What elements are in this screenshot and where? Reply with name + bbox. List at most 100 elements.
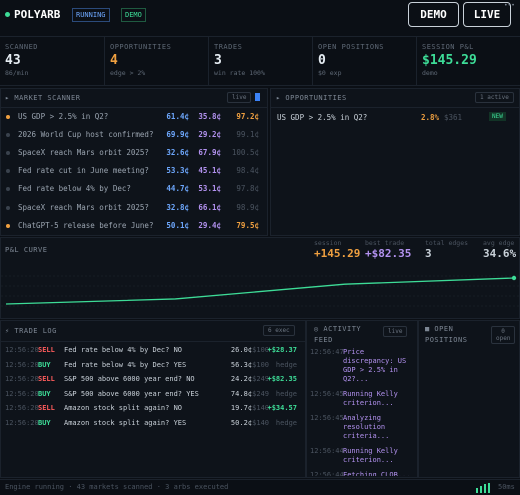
footer: [0, 479, 520, 495]
feed-text: Fetching CLOB...: [343, 471, 411, 476]
stat-cell: OPEN POSITIONS 0 $0 exp: [312, 37, 416, 85]
feed-entry: 12:56:44 Fetching CLOB...: [310, 471, 416, 476]
time: 12:56:20: [5, 404, 39, 412]
status-dot: [5, 12, 10, 17]
scanner-row: 2026 World Cup host confirmed? 69.9¢ 29.2¢…: [1, 126, 267, 144]
flag-dot: [6, 115, 10, 119]
sum-price: 98.9¢: [236, 202, 259, 212]
stat-sub: win rate 100%: [214, 69, 265, 77]
amount: $100: [252, 346, 269, 354]
trade-row: 12:56:20 BUY Fed rate below 4% by Dec? YES…: [1, 358, 305, 372]
yes-price: 61.4¢: [166, 112, 189, 121]
scanner-rows: US GDP > 2.5% in Q2? 61.4¢ 35.8¢ 97.2¢ 2026 …: [1, 108, 267, 236]
scanner-row: ChatGPT-5 release before June? 50.1¢ 29.4¢…: [1, 217, 267, 235]
no-price: 29.2¢: [198, 130, 221, 140]
feed-time: 12:56:47: [310, 348, 344, 356]
no-price: 29.4¢: [198, 220, 221, 230]
stat-cell: TRADES 3 win rate 100%: [208, 37, 312, 85]
market: S&P 500 above 6000 year end? NO: [64, 375, 195, 383]
trade-rows: 12:56:20 SELL Fed rate below 4% by Dec? NO…: [1, 343, 305, 473]
stat-cell: SCANNED 43 86/min: [0, 37, 104, 85]
side: BUY: [38, 418, 51, 427]
panel-tag: live: [227, 92, 252, 103]
stat-label: OPEN POSITIONS: [318, 43, 385, 51]
panel-title: ■ OPEN POSITIONS: [425, 325, 468, 344]
trade-log-panel: ⚡ TRADE LOG 6 exec 12:56:20 SELL Fed rate …: [0, 320, 306, 478]
live-indicator: [255, 93, 260, 101]
divider: [1, 341, 305, 342]
market: Amazon stock split again? NO: [64, 404, 183, 412]
stat-label: OPPORTUNITIES: [110, 43, 172, 51]
amount: $140: [252, 418, 269, 427]
feed-time: 12:56:44: [310, 471, 344, 476]
signal-bars: [476, 483, 490, 493]
pnl-stat-label: session: [314, 239, 342, 247]
pnl-panel: P&L CURVE session +145.29 best trade +$82.3…: [0, 237, 520, 319]
trade-row: 12:56:20 BUY S&P 500 above 6000 year end? …: [1, 387, 305, 401]
market-name: SpaceX reach Mars orbit 2025?: [18, 148, 149, 158]
menu-button[interactable]: •••: [504, 2, 515, 9]
stat-value: 0: [318, 53, 326, 68]
pnl-stat-value: 34.6%: [483, 247, 517, 260]
time: 12:56:20: [5, 346, 39, 354]
panel-tag: 0 open: [491, 326, 515, 344]
pnl-endpoint: [511, 275, 517, 281]
stats-row: SCANNED 43 86/min OPPORTUNITIES 4 edge > 2% TR…: [0, 36, 520, 86]
sum-price: 97.8¢: [236, 184, 259, 194]
live-button[interactable]: LIVE: [463, 2, 511, 27]
pnl-stat-value: +$82.35: [365, 247, 412, 260]
feed-time: 12:56:45: [310, 414, 344, 422]
panel-title: ▸ OPPORTUNITIES: [276, 94, 347, 102]
stat-label: SESSION P&L: [422, 43, 474, 51]
pnl-stat-label: total edges: [425, 239, 469, 247]
no-price: 53.1¢: [198, 184, 221, 194]
activity-feed: 12:56:47 Price discrepancy: US GDP > 2.5%…: [310, 348, 416, 476]
size: $361: [443, 113, 462, 122]
stat-sub: $0 exp: [318, 69, 342, 77]
time: 12:56:20: [5, 389, 39, 398]
opportunity-row: US GDP > 2.5% in Q2? 2.8% $361 NEW: [271, 111, 519, 125]
latency: 50ms: [498, 483, 515, 491]
divider: [1, 107, 267, 108]
demo-button[interactable]: DEMO: [408, 2, 459, 27]
time: 12:56:20: [5, 360, 39, 369]
divider: [271, 107, 519, 108]
mode-badge: DEMO: [121, 8, 146, 22]
opportunity-rows: US GDP > 2.5% in Q2? 2.8% $361 NEW: [271, 111, 519, 211]
market-name: 2026 World Cup host confirmed?: [18, 130, 154, 140]
flag-dot: [6, 205, 10, 210]
no-price: 66.1¢: [198, 202, 221, 212]
status-badge: RUNNING: [72, 8, 110, 22]
amount: $249: [252, 389, 269, 398]
trade-row: 12:56:20 SELL S&P 500 above 6000 year end?…: [1, 372, 305, 386]
pnl: hedge: [275, 418, 297, 427]
no-price: 45.1¢: [198, 166, 221, 176]
sum-price: 99.1¢: [236, 130, 259, 140]
pnl: hedge: [275, 360, 297, 369]
trade-row: 12:56:20 SELL Fed rate below 4% by Dec? NO…: [1, 343, 305, 357]
yes-price: 44.7¢: [166, 184, 189, 194]
stat-value: $145.29: [422, 53, 477, 68]
activity-panel: ◎ ACTIVITY FEED live: [306, 320, 418, 478]
flag-dot: [6, 169, 10, 174]
price: 74.8¢: [230, 389, 252, 398]
edge: 2.8%: [420, 113, 439, 122]
pnl-stat-label: avg edge: [483, 239, 515, 247]
price: 56.3¢: [230, 360, 252, 369]
trade-row: 12:56:20 SELL Amazon stock split again? NO…: [1, 401, 305, 415]
yes-price: 53.3¢: [166, 166, 189, 176]
market-name: Fed rate below 4% by Dec?: [18, 184, 131, 194]
stat-sub: edge > 2%: [110, 69, 146, 77]
market-name: SpaceX reach Mars orbit 2025?: [18, 202, 149, 212]
feed-text: Running Kelly criterion...: [343, 447, 398, 464]
scanner-panel: ▸ MARKET SCANNER live US GDP > 2.5% in Q…: [0, 88, 268, 236]
feed-entry: 12:56:44 Running Kelly criterion...: [310, 447, 416, 465]
flag-dot: [6, 187, 10, 192]
sum-price: 98.4¢: [236, 166, 259, 176]
pnl: +$34.57: [267, 404, 297, 412]
pnl-stat-label: best trade: [365, 239, 405, 247]
market: Amazon stock split again? YES: [64, 418, 187, 427]
feed-text: Price discrepancy: US GDP > 2.5% in Q2?.…: [343, 348, 407, 383]
